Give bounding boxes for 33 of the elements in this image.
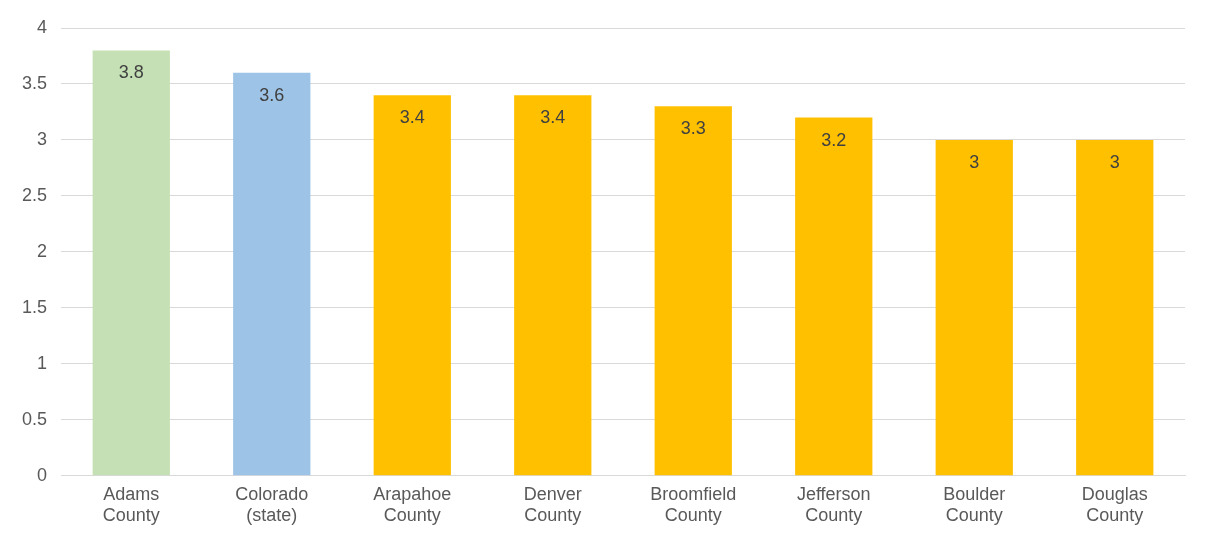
- data-label: 3.3: [680, 118, 706, 139]
- data-label: 3: [969, 151, 980, 172]
- y-tick-label: 1: [37, 352, 48, 373]
- y-tick-label: 1.5: [21, 296, 48, 317]
- x-tick-label: Broomfield County: [650, 483, 737, 526]
- bar: [514, 95, 592, 476]
- y-tick-label: 0: [37, 464, 48, 485]
- y-tick-label: 0.5: [21, 408, 48, 429]
- data-label: 3.4: [399, 107, 425, 128]
- x-tick-label: Denver County: [523, 483, 582, 526]
- y-tick-label: 3.5: [21, 72, 48, 93]
- data-label: 3.6: [259, 84, 285, 105]
- bar: [92, 50, 170, 476]
- x-tick-label: Colorado (state): [235, 483, 309, 526]
- x-tick-label: Douglas County: [1081, 483, 1148, 526]
- bar: [654, 106, 732, 476]
- bar: [373, 95, 451, 476]
- data-label: 3.8: [118, 62, 144, 83]
- y-tick-label: 3: [37, 128, 48, 149]
- bar: [1076, 139, 1154, 476]
- x-tick-label: Adams County: [102, 483, 160, 526]
- bar: [233, 72, 311, 476]
- y-tick-label: 2.5: [21, 184, 48, 205]
- x-tick-label: Arapahoe County: [373, 483, 452, 526]
- x-tick-label: Jefferson County: [796, 483, 871, 526]
- bar: [935, 139, 1013, 476]
- data-label: 3.4: [540, 107, 566, 128]
- y-tick-label: 4: [37, 16, 48, 37]
- data-label: 3: [1109, 151, 1120, 172]
- y-tick-label: 2: [37, 240, 48, 261]
- bar: [795, 117, 873, 476]
- data-label: 3.2: [821, 129, 847, 150]
- x-tick-label: Boulder County: [943, 483, 1006, 526]
